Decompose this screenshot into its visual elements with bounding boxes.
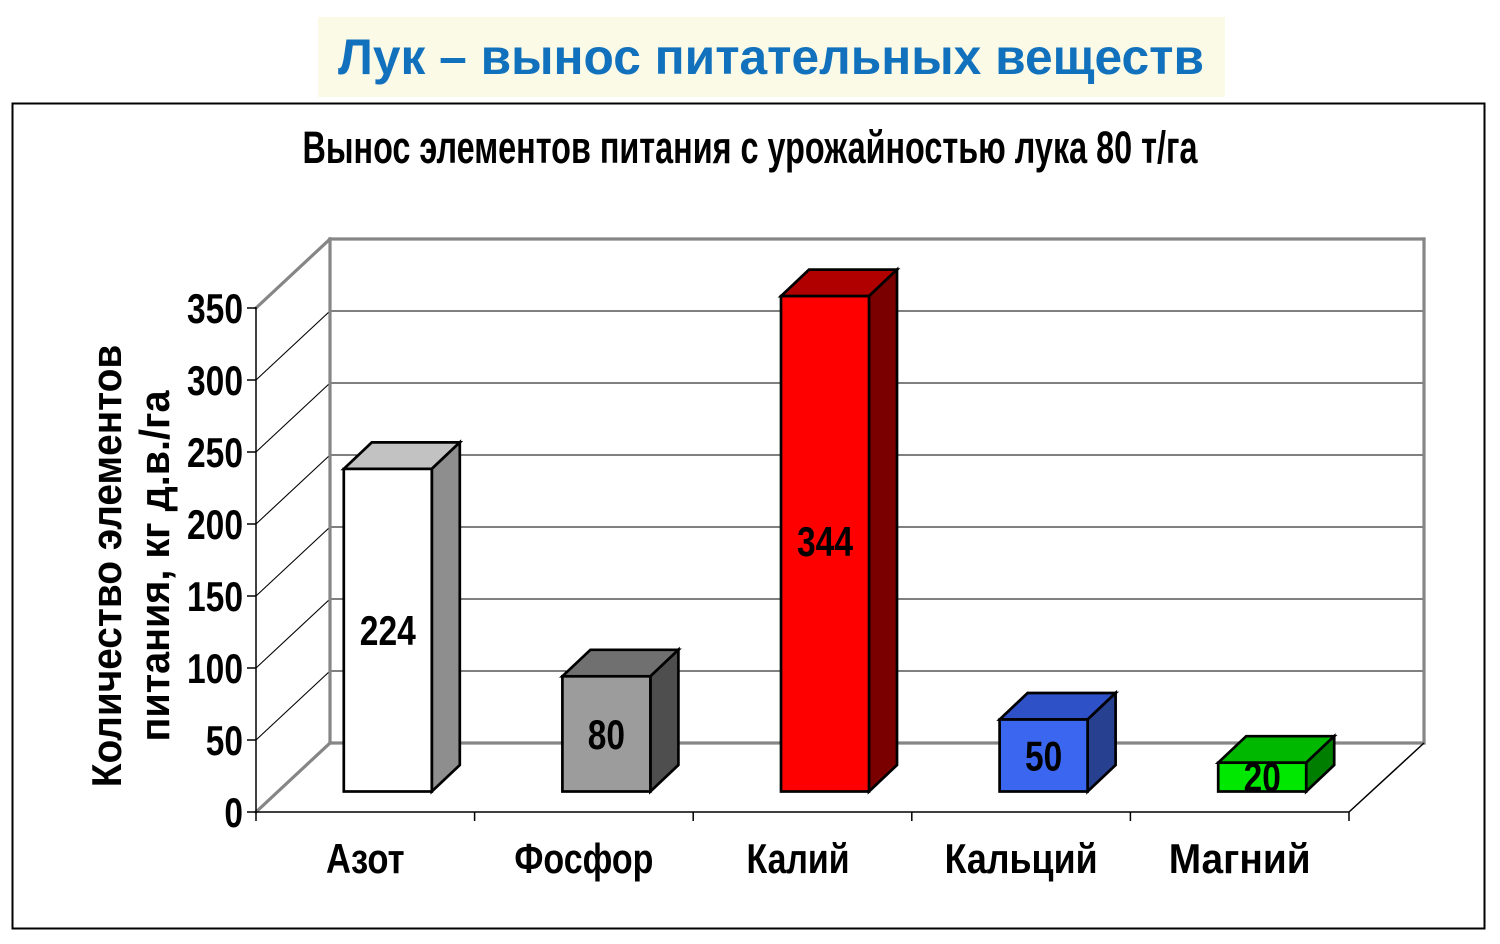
svg-text:Азот: Азот — [326, 835, 405, 882]
svg-text:Количество элементов: Количество элементов — [83, 345, 130, 788]
svg-text:Кальций: Кальций — [945, 835, 1098, 882]
svg-text:224: 224 — [360, 607, 417, 654]
svg-text:Магний: Магний — [1169, 835, 1311, 882]
svg-text:20: 20 — [1244, 754, 1281, 801]
svg-text:250: 250 — [187, 429, 243, 476]
svg-text:Вынос элементов питания с урож: Вынос элементов питания с урожайностью л… — [303, 122, 1199, 173]
svg-text:80: 80 — [588, 711, 625, 758]
svg-text:200: 200 — [187, 501, 243, 548]
svg-text:350: 350 — [187, 285, 243, 332]
svg-text:Калий: Калий — [747, 835, 850, 882]
svg-text:питания, кг д.в./га: питания, кг д.в./га — [131, 390, 178, 742]
svg-text:150: 150 — [187, 573, 243, 620]
svg-text:Лук – вынос питательных вещест: Лук – вынос питательных веществ — [338, 29, 1204, 85]
svg-text:0: 0 — [224, 789, 243, 836]
svg-text:100: 100 — [187, 645, 243, 692]
svg-text:50: 50 — [1025, 733, 1062, 780]
svg-text:344: 344 — [797, 518, 854, 565]
svg-text:Фосфор: Фосфор — [514, 835, 653, 882]
svg-text:50: 50 — [206, 717, 243, 764]
svg-text:300: 300 — [187, 357, 243, 404]
